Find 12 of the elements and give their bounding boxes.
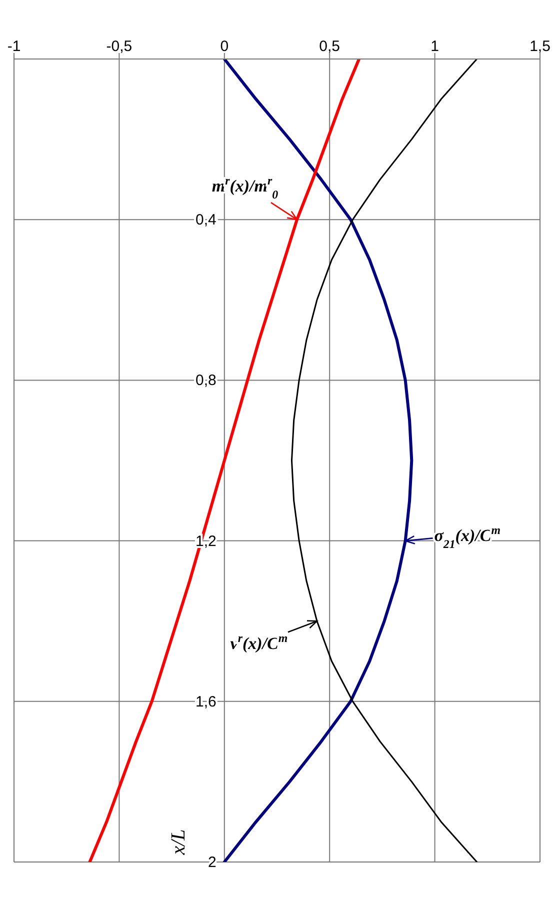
x-tick-label: 0,5 — [319, 38, 340, 55]
y-tick-label: 0,8 — [196, 372, 216, 390]
x-tick-label: 1,5 — [530, 38, 550, 55]
x-tick-label: -0,5 — [106, 38, 132, 55]
x-tick-label: 0 — [220, 38, 229, 55]
y-tick-label: 2 — [208, 854, 216, 871]
y-tick-label: 0,4 — [196, 212, 216, 229]
x-tick-label: 1 — [430, 38, 439, 55]
y-axis-title: x/L — [167, 829, 190, 856]
y-tick-label: 1,6 — [196, 693, 216, 710]
x-tick-label: -1 — [7, 38, 21, 55]
legend-label: σ$_{21}$(x)/C$^{m}$ — [434, 522, 500, 551]
